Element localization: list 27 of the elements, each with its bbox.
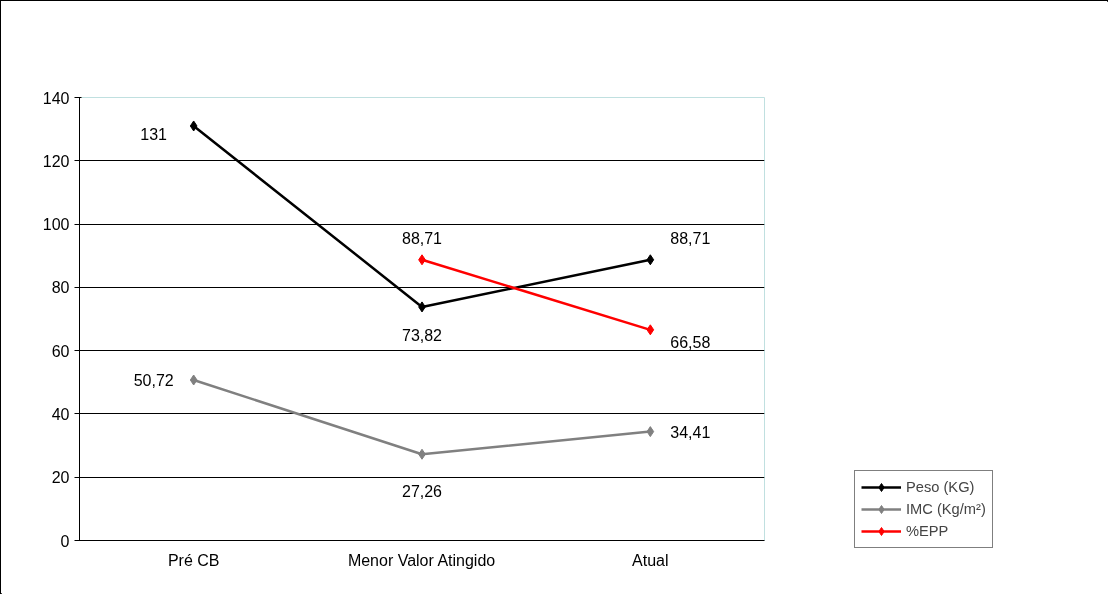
data-label: 131 [140, 125, 168, 143]
y-tick-label: 100 [42, 216, 70, 234]
y-tick-label: 60 [51, 342, 70, 360]
y-tick-label: 20 [51, 469, 70, 487]
data-label: 27,26 [401, 483, 443, 501]
point [189, 120, 198, 132]
data-label: 50,72 [133, 372, 174, 390]
y-tick-label: 80 [51, 279, 70, 297]
legend-label: Peso (KG) [906, 479, 975, 495]
data-label: 88,71 [401, 229, 443, 247]
point [646, 254, 655, 266]
point [189, 374, 198, 386]
y-tick-label: 0 [60, 532, 70, 550]
data-label: 34,41 [670, 423, 711, 441]
legend-label: IMC (Kg/m²) [906, 501, 986, 517]
data-label: 66,58 [670, 333, 711, 351]
x-tick-label: Menor Valor Atingido [347, 551, 496, 569]
y-tick-label: 120 [42, 152, 70, 170]
x-tick-label: Pré CB [167, 551, 220, 569]
y-tick-label: 140 [42, 89, 70, 107]
point [646, 324, 655, 336]
legend-label: %EPP [906, 523, 949, 539]
data-label: 73,82 [401, 326, 443, 344]
data-label: 88,71 [670, 229, 711, 247]
y-tick-label: 40 [51, 405, 70, 423]
x-tick-label: Atual [632, 551, 669, 569]
point [646, 426, 655, 438]
